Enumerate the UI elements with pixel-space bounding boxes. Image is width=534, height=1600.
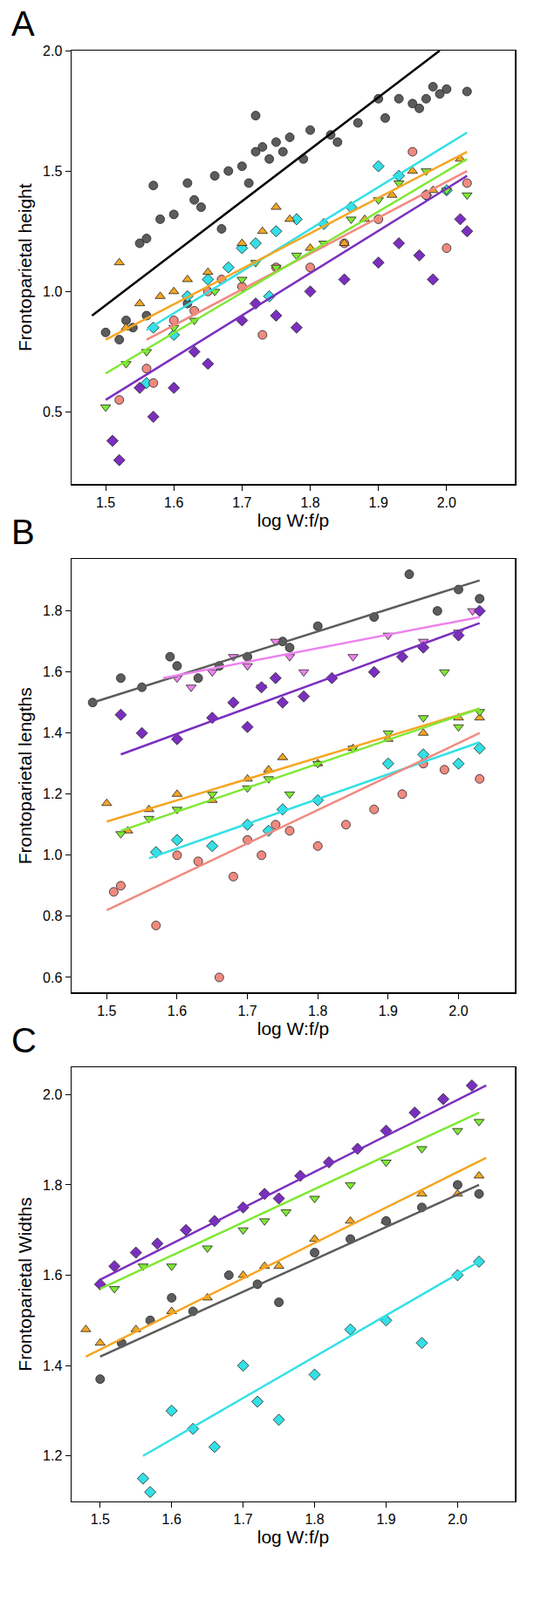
svg-text:1.7: 1.7 [237, 1004, 257, 1020]
svg-text:B: B [11, 513, 35, 552]
svg-text:1.6: 1.6 [164, 495, 184, 511]
svg-text:1.5: 1.5 [90, 1513, 110, 1528]
svg-text:1.5: 1.5 [96, 1004, 117, 1020]
svg-text:1.9: 1.9 [378, 1004, 398, 1020]
svg-text:1.0: 1.0 [42, 848, 62, 863]
svg-text:1.8: 1.8 [304, 1513, 324, 1528]
svg-text:log W:f/p: log W:f/p [257, 510, 329, 531]
svg-text:1.2: 1.2 [42, 1449, 62, 1465]
svg-text:Frontoparietal height: Frontoparietal height [14, 183, 35, 352]
svg-text:1.2: 1.2 [42, 787, 62, 802]
svg-text:2.0: 2.0 [437, 495, 457, 511]
svg-text:1.9: 1.9 [376, 1513, 396, 1528]
svg-text:A: A [11, 4, 35, 43]
svg-text:1.8: 1.8 [42, 603, 62, 619]
svg-text:1.8: 1.8 [42, 1178, 62, 1194]
svg-text:0.8: 0.8 [42, 909, 62, 925]
svg-text:1.5: 1.5 [95, 495, 116, 511]
svg-text:1.0: 1.0 [42, 284, 62, 300]
svg-text:2.0: 2.0 [42, 1088, 62, 1103]
svg-text:1.5: 1.5 [42, 164, 62, 179]
svg-text:1.6: 1.6 [167, 1004, 187, 1020]
svg-text:1.6: 1.6 [162, 1513, 182, 1528]
svg-text:2.0: 2.0 [447, 1513, 467, 1528]
svg-text:1.8: 1.8 [300, 495, 320, 511]
svg-text:1.4: 1.4 [42, 725, 62, 741]
svg-text:C: C [11, 1021, 37, 1061]
svg-text:1.9: 1.9 [369, 495, 389, 511]
svg-text:1.8: 1.8 [308, 1004, 328, 1020]
svg-text:0.6: 0.6 [42, 971, 62, 986]
svg-text:1.7: 1.7 [233, 1513, 254, 1528]
svg-text:Frontoparietal Widths: Frontoparietal Widths [14, 1198, 35, 1373]
svg-text:2.0: 2.0 [42, 43, 62, 59]
svg-text:0.5: 0.5 [42, 404, 62, 420]
svg-text:1.6: 1.6 [42, 664, 62, 680]
svg-text:1.6: 1.6 [42, 1268, 62, 1284]
svg-text:1.4: 1.4 [42, 1359, 62, 1375]
svg-text:log W:f/p: log W:f/p [257, 1527, 329, 1548]
svg-text:1.7: 1.7 [232, 495, 252, 511]
svg-text:Frontoparietal lengths: Frontoparietal lengths [14, 687, 35, 865]
svg-text:log W:f/p: log W:f/p [257, 1019, 329, 1040]
svg-text:2.0: 2.0 [448, 1004, 468, 1020]
